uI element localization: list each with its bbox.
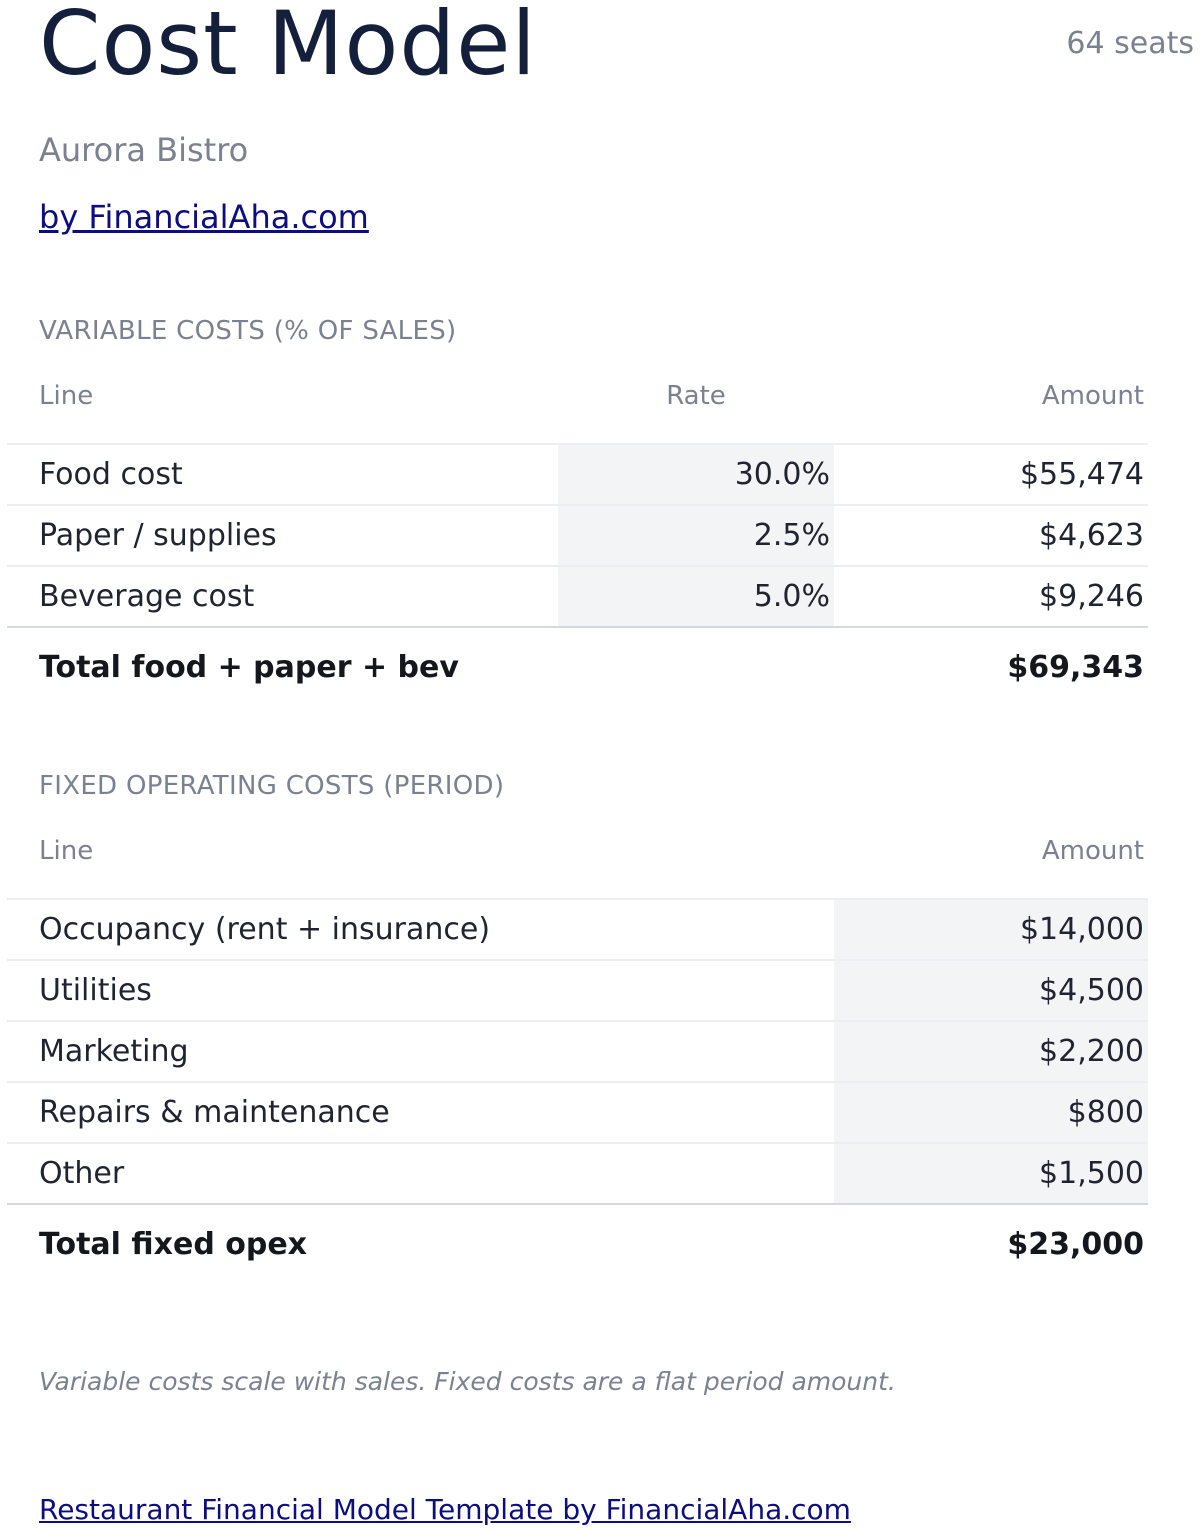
column-header-line: Line: [39, 381, 94, 411]
line-label: Food cost: [39, 457, 183, 492]
amount-input[interactable]: $4,500: [834, 961, 1148, 1020]
line-label: Beverage cost: [39, 579, 255, 614]
fixed-costs-table: Line Amount Occupancy (rent + insurance)…: [7, 828, 1148, 1283]
column-header-line: Line: [39, 836, 94, 866]
table-row: Utilities $4,500: [7, 961, 1148, 1022]
total-label: Total fixed opex: [39, 1226, 308, 1262]
amount-input[interactable]: $2,200: [834, 1022, 1148, 1081]
amount-input[interactable]: $14,000: [834, 900, 1148, 959]
line-label: Marketing: [39, 1034, 189, 1069]
total-amount: $69,343: [1007, 649, 1144, 685]
rate-input[interactable]: 2.5%: [558, 506, 834, 565]
seat-count: 64 seats: [1066, 26, 1194, 61]
line-label: Utilities: [39, 973, 152, 1008]
total-row: Total food + paper + bev $69,343: [7, 628, 1148, 706]
column-header-rate: Rate: [666, 381, 726, 411]
table-row: Repairs & maintenance $800: [7, 1083, 1148, 1144]
total-amount: $23,000: [1007, 1226, 1144, 1262]
table-header-row: Line Rate Amount: [7, 373, 1148, 445]
amount-input[interactable]: $800: [834, 1083, 1148, 1142]
line-label: Repairs & maintenance: [39, 1095, 390, 1130]
amount-value: $4,623: [1039, 518, 1144, 553]
fixed-costs-heading: FIXED OPERATING COSTS (PERIOD): [39, 771, 505, 801]
amount-value: $9,246: [1039, 579, 1144, 614]
line-label: Other: [39, 1156, 125, 1191]
footnote: Variable costs scale with sales. Fixed c…: [39, 1367, 896, 1396]
table-row: Paper / supplies 2.5% $4,623: [7, 506, 1148, 567]
amount-input[interactable]: $1,500: [834, 1144, 1148, 1203]
restaurant-name: Aurora Bistro: [39, 131, 249, 169]
total-row: Total fixed opex $23,000: [7, 1205, 1148, 1283]
table-row: Food cost 30.0% $55,474: [7, 445, 1148, 506]
amount-value: $55,474: [1019, 457, 1144, 492]
table-row: Beverage cost 5.0% $9,246: [7, 567, 1148, 628]
table-row: Marketing $2,200: [7, 1022, 1148, 1083]
variable-costs-heading: VARIABLE COSTS (% OF SALES): [39, 316, 457, 346]
table-row: Occupancy (rent + insurance) $14,000: [7, 900, 1148, 961]
column-header-amount: Amount: [1041, 836, 1144, 866]
line-label: Paper / supplies: [39, 518, 277, 553]
footer-link[interactable]: Restaurant Financial Model Template by F…: [39, 1493, 851, 1526]
column-header-amount: Amount: [1041, 381, 1144, 411]
total-label: Total food + paper + bev: [39, 649, 459, 685]
table-header-row: Line Amount: [7, 828, 1148, 900]
rate-input[interactable]: 5.0%: [558, 567, 834, 626]
line-label: Occupancy (rent + insurance): [39, 912, 491, 947]
page-title: Cost Model: [39, 0, 537, 95]
rate-input[interactable]: 30.0%: [558, 445, 834, 504]
byline-link[interactable]: by FinancialAha.com: [39, 198, 369, 236]
variable-costs-table: Line Rate Amount Food cost 30.0% $55,474…: [7, 373, 1148, 706]
table-row: Other $1,500: [7, 1144, 1148, 1205]
